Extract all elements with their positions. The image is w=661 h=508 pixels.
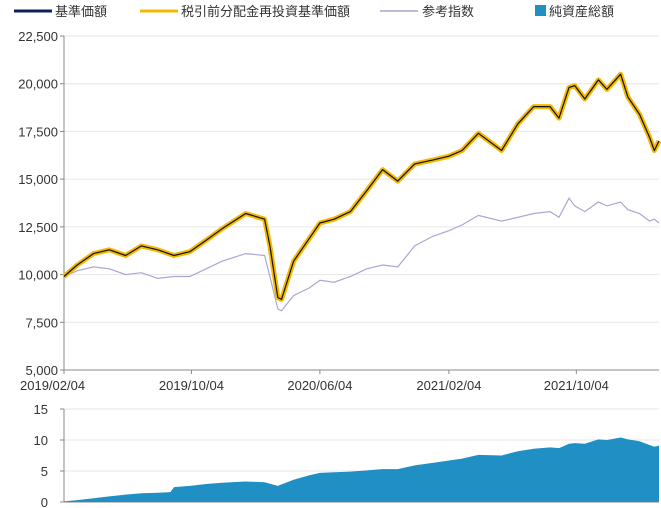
legend-label-reference-index: 参考指数 <box>422 4 474 20</box>
main-y-tick-label: 17,500 <box>18 124 58 139</box>
net-assets-area-chart: 0 5 10 15 <box>34 402 659 508</box>
sub-series-group <box>64 437 659 502</box>
sub-y-tick-label: 5 <box>41 464 48 479</box>
main-y-tick-label: 15,000 <box>18 172 58 187</box>
series-net-assets-area <box>64 437 659 502</box>
main-x-tick-label: 2019/10/04 <box>159 378 224 393</box>
main-y-tick-label: 22,500 <box>18 29 58 44</box>
main-x-tick-label: 2019/02/04 <box>20 378 85 393</box>
series-reference-index <box>63 197 660 312</box>
main-series-group <box>62 71 661 312</box>
main-y-tick-label: 12,500 <box>18 220 58 235</box>
legend-label-nav: 基準価額 <box>55 4 107 20</box>
legend-swatch-net-assets <box>535 5 546 16</box>
series-reinvested-nav <box>62 71 661 302</box>
legend-label-reinvested-nav: 税引前分配金再投資基準価額 <box>181 4 350 20</box>
main-x-tick-label: 2021/10/04 <box>544 378 609 393</box>
main-y-tick-label: 5,000 <box>25 363 58 378</box>
main-y-tick-label: 20,000 <box>18 77 58 92</box>
main-y-tick-label: 7,500 <box>25 315 58 330</box>
main-x-tick-label: 2020/06/04 <box>287 378 352 393</box>
series-nav <box>63 73 660 300</box>
sub-y-tick-label: 10 <box>34 433 48 448</box>
sub-y-tick-label: 0 <box>41 495 48 508</box>
main-y-tick-label: 10,000 <box>18 268 58 283</box>
main-y-axis: 5,000 7,500 10,000 12,500 15,000 17,500 20,000… <box>18 29 659 378</box>
main-line-chart: 5,000 7,500 10,000 12,500 15,000 17,500 20,000… <box>18 29 661 393</box>
legend: 基準価額 税引前分配金再投資基準価額 参考指数 純資産総額 <box>14 4 614 20</box>
main-x-axis: 2019/02/04 2019/10/04 2020/06/04 2021/02/04… <box>20 370 609 393</box>
legend-label-net-assets: 純資産総額 <box>549 4 614 20</box>
sub-y-tick-label: 15 <box>34 402 48 417</box>
main-x-tick-label: 2021/02/04 <box>416 378 481 393</box>
